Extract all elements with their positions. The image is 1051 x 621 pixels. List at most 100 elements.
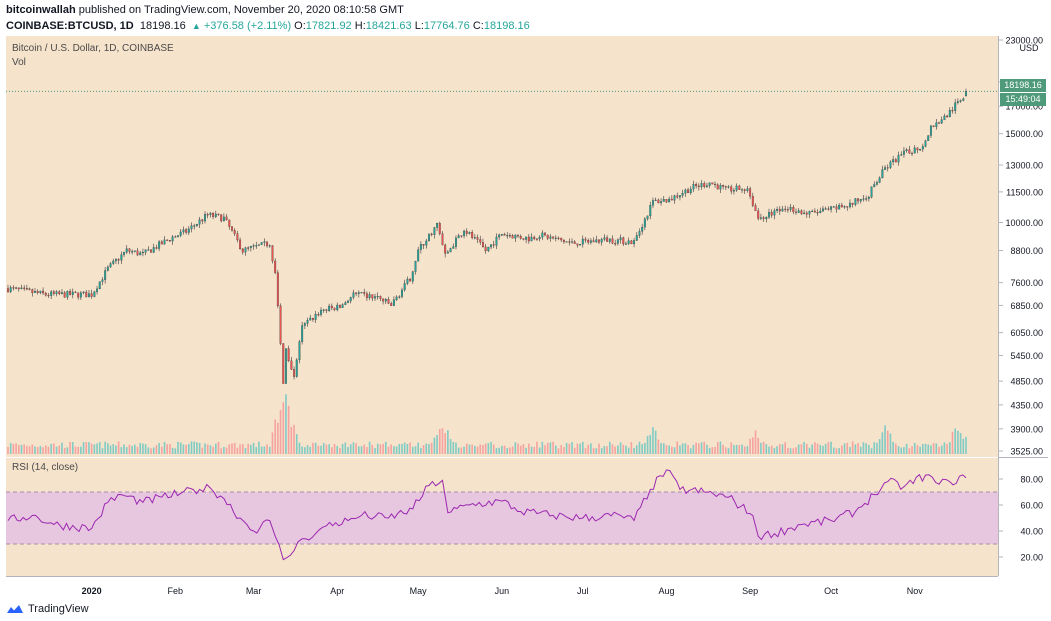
time-tick-label: Oct [824,586,839,596]
candle-body [554,237,557,239]
volume-bar [28,446,31,454]
candle-body [614,243,617,245]
candle-body [592,240,595,243]
volume-bar [716,442,719,454]
volume-bar [865,443,867,454]
candle-body [449,248,452,253]
volume-bar [306,445,309,454]
price-chart[interactable] [6,36,998,457]
candle-body [835,206,838,210]
candle-body [786,209,789,211]
volume-bar [204,443,206,454]
candle-body [894,159,897,163]
volume-bar [889,433,892,454]
volume-bar [743,446,746,454]
volume-bar [868,445,870,454]
volume-bar [142,443,144,454]
candle-body [498,234,501,238]
price-pane[interactable]: Bitcoin / U.S. Dollar, 1D, COINBASE Vol [6,36,998,457]
volume-bar [646,435,649,454]
time-axis[interactable]: 2020 Feb Mar Apr May Jun Jul Aug Sep Oct Nov [6,576,998,603]
volume-bar [808,447,811,454]
high-value: 18421.63 [365,20,412,32]
candle-body [824,208,827,210]
volume-bar [938,446,940,454]
volume-bar [455,442,457,454]
candle-body [517,234,519,237]
volume-bar [236,447,239,454]
candle-body [303,323,306,326]
author-name[interactable]: bitcoinwallah [6,4,76,16]
candle-body [141,252,144,254]
volume-bar [150,448,152,454]
volume-bar [546,442,549,454]
rsi-tick-label: 60.00 [1020,501,1043,511]
candle-body [465,230,468,234]
volume-bar [903,447,905,454]
up-arrow-icon: ▲ [191,21,201,31]
candle-body [409,278,412,282]
volume-bar [322,442,325,454]
candle-body [660,201,663,204]
last-price-tag: 18198.16 [1000,79,1046,92]
volume-bar [622,444,625,454]
volume-bar [735,444,738,454]
volume-bar [88,442,90,454]
candle-body [158,241,161,249]
candle-body [422,244,425,246]
volume-bar [271,432,274,454]
volume-bar [131,445,133,454]
volume-bar [317,445,320,454]
candle-body [31,289,34,293]
candle-body [276,272,279,307]
candle-body [355,292,358,294]
candle-body [177,235,179,237]
rsi-pane[interactable]: RSI (14, close) [6,458,998,576]
price-tick-label: 5450.00 [1010,351,1043,361]
volume-bar [689,448,692,454]
volume-bar [563,447,565,454]
volume-bar [843,443,846,454]
candle-body [406,278,409,284]
price-axis[interactable]: 3525.00 3900.00 4350.00 4850.00 5450.00 6050.… [998,36,1048,576]
candle-body [125,248,128,253]
candle-body [719,185,722,190]
candle-body [85,291,88,298]
volume-bar [77,446,79,454]
volume-bar [74,446,77,454]
candle-body [495,236,498,246]
volume-bar [406,444,409,454]
volume-bar [209,445,212,454]
rsi-chart[interactable] [6,458,998,576]
volume-bar [206,444,209,454]
volume-bar [228,444,231,454]
candle-body [66,291,69,298]
volume-bar [174,448,177,454]
volume-bar [573,447,576,454]
volume-bar [652,427,654,454]
volume-bar [479,444,482,454]
volume-bar [182,444,185,454]
candle-body [150,249,152,253]
price-tick-label: 6050.00 [1010,328,1043,338]
candle-body [247,247,250,249]
volume-bar [428,444,430,454]
volume-bar [63,447,66,454]
volume-bar [776,446,778,454]
volume-bar [304,447,306,454]
volume-bar [859,446,862,454]
volume-bar [274,419,276,454]
volume-bar [498,447,500,454]
candle-body [732,189,735,192]
candle-body [225,216,228,221]
chart-frame[interactable]: Bitcoin / U.S. Dollar, 1D, COINBASE Vol … [6,36,1048,603]
brand-label[interactable]: TradingView [28,603,89,615]
candle-body [940,119,943,124]
volume-bar [347,446,349,454]
candle-body [352,292,355,298]
volume-bar [549,442,552,454]
candle-body [606,237,609,242]
candle-body [859,199,862,202]
candle-body [36,291,39,293]
candle-body [884,167,887,170]
